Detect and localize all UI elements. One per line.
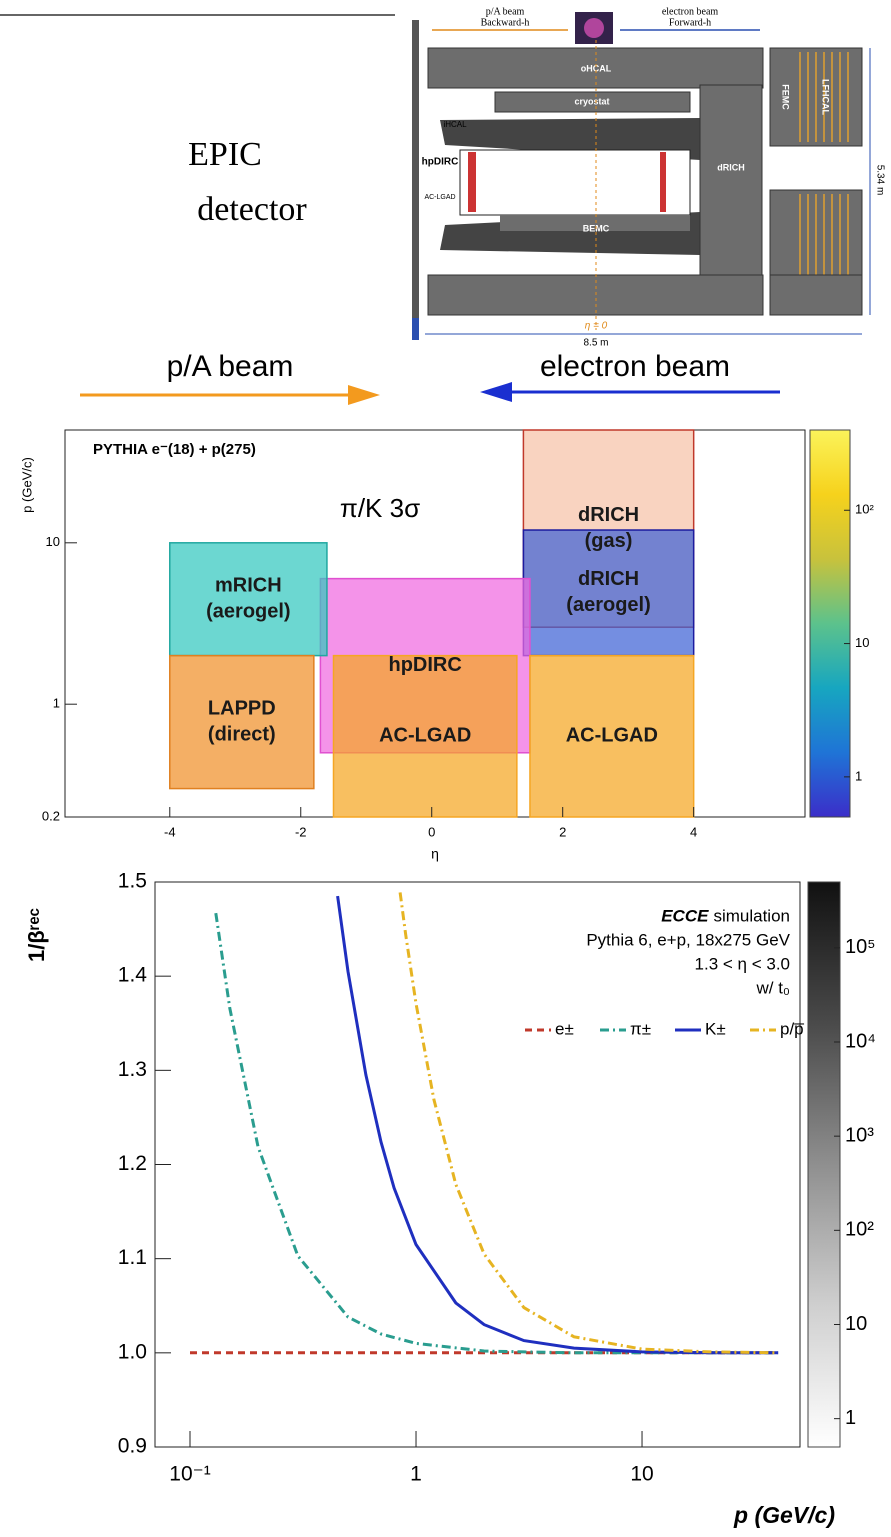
arrow bbox=[348, 385, 380, 405]
label: dRICH bbox=[717, 162, 745, 172]
colorbar bbox=[807, 881, 841, 1448]
legend-label: K± bbox=[705, 1019, 726, 1038]
beam-label: p/A beam bbox=[167, 350, 294, 383]
label: iHCAL bbox=[443, 120, 467, 129]
y-tick-label: 10 bbox=[46, 534, 60, 549]
detector-diagram: p/A beam Backward-h electron beam Forwar… bbox=[412, 6, 885, 349]
y-tick-label: 1.0 bbox=[118, 1340, 147, 1363]
legend-label: e± bbox=[555, 1019, 574, 1038]
event-image bbox=[584, 18, 604, 38]
region bbox=[332, 654, 518, 818]
x-axis-label: η bbox=[431, 846, 439, 862]
region-label: (direct) bbox=[208, 723, 276, 745]
region-label: hpDIRC bbox=[389, 654, 462, 676]
label: η = 0 bbox=[585, 321, 608, 332]
y-tick-label: 1.3 bbox=[118, 1058, 147, 1081]
x-tick-label: 4 bbox=[690, 824, 697, 839]
colorbar-tick-label: 10 bbox=[855, 635, 869, 650]
beam-label: electron beam bbox=[540, 350, 730, 383]
disc bbox=[468, 152, 476, 212]
region-label: AC-LGAD bbox=[566, 725, 658, 747]
curve bbox=[398, 892, 779, 1355]
region-label: (aerogel) bbox=[566, 594, 650, 616]
y-axis-label: 1/βʳᵉᶜ bbox=[24, 908, 49, 962]
label: electron beam bbox=[662, 6, 719, 17]
x-tick-label: -4 bbox=[164, 824, 176, 839]
legend-label: p/p̅ bbox=[780, 1019, 804, 1038]
label: cryostat bbox=[574, 96, 609, 106]
label: hpDIRC bbox=[422, 157, 459, 168]
title-line: EPIC bbox=[188, 136, 262, 173]
frame-bar bbox=[412, 20, 419, 340]
y-tick-label: 1.2 bbox=[118, 1152, 147, 1175]
y-tick-label: 1.5 bbox=[118, 870, 147, 893]
colorbar-tick-label: 10² bbox=[845, 1219, 874, 1241]
region-label: dRICH bbox=[578, 568, 639, 590]
y-tick-label: 1.1 bbox=[118, 1246, 147, 1269]
cryostat bbox=[494, 91, 691, 113]
colorbar-tick-label: 1 bbox=[845, 1407, 856, 1429]
ohcal bbox=[769, 274, 863, 316]
region bbox=[169, 654, 315, 790]
legend-label: π± bbox=[630, 1019, 651, 1038]
y-tick-label: 0.2 bbox=[42, 808, 60, 823]
label: 5.34 m bbox=[874, 165, 885, 196]
x-tick-label: 10⁻¹ bbox=[169, 1463, 210, 1486]
colorbar bbox=[809, 429, 851, 818]
x-tick-label: 2 bbox=[559, 824, 566, 839]
region-label: AC-LGAD bbox=[379, 725, 471, 747]
label: 8.5 m bbox=[583, 338, 608, 349]
label: LFHCAL bbox=[821, 79, 831, 115]
label: FEMC bbox=[781, 84, 791, 110]
bemc bbox=[500, 215, 690, 231]
region-label: mRICH bbox=[215, 574, 282, 596]
region bbox=[529, 654, 695, 818]
chart-title: PYTHIA e⁻(18) + p(275) bbox=[93, 441, 256, 458]
x-tick-label: 0 bbox=[428, 824, 435, 839]
label: AC-LGAD bbox=[424, 194, 455, 201]
arrow bbox=[480, 382, 512, 402]
colorbar-tick-label: 10 bbox=[845, 1313, 867, 1335]
x-axis-label: p (GeV/c) bbox=[733, 1502, 835, 1528]
disc bbox=[660, 152, 666, 212]
region bbox=[169, 542, 328, 657]
stripes bbox=[799, 52, 849, 281]
colorbar-tick-label: 10⁴ bbox=[845, 1030, 876, 1052]
y-tick-label: 1 bbox=[53, 696, 60, 711]
region-label: (aerogel) bbox=[206, 600, 290, 622]
label: Forward-h bbox=[669, 17, 711, 28]
y-tick-label: 0.9 bbox=[118, 1435, 147, 1458]
region-label: LAPPD bbox=[208, 697, 276, 719]
colorbar-tick-label: 10⁵ bbox=[845, 936, 876, 958]
label: Backward-h bbox=[481, 17, 530, 28]
tracker bbox=[459, 149, 691, 216]
y-axis-label: p (GeV/c) bbox=[19, 457, 34, 513]
curve bbox=[336, 895, 779, 1355]
title-line: detector bbox=[197, 191, 307, 228]
frame-bar bbox=[412, 318, 419, 340]
drich bbox=[699, 84, 763, 306]
y-tick-label: 1.4 bbox=[118, 964, 148, 987]
annotation: simulation bbox=[713, 906, 790, 925]
x-tick-label: 1 bbox=[410, 1463, 422, 1486]
colorbar-tick-label: 1 bbox=[855, 768, 862, 783]
experiment: ECCE bbox=[661, 906, 709, 925]
region-label: (gas) bbox=[585, 530, 633, 552]
colorbar-tick-label: 10² bbox=[855, 502, 874, 517]
annotation: π/K 3σ bbox=[340, 493, 420, 523]
x-tick-label: -2 bbox=[295, 824, 307, 839]
annotation: 1.3 < η < 3.0 bbox=[695, 954, 790, 973]
region bbox=[522, 529, 695, 657]
colorbar-tick-label: 10³ bbox=[845, 1124, 874, 1146]
annotation: Pythia 6, e+p, 18x275 GeV bbox=[586, 930, 790, 949]
region-label: dRICH bbox=[578, 504, 639, 526]
label: oHCAL bbox=[581, 63, 612, 73]
x-tick-label: 10 bbox=[630, 1463, 653, 1486]
annotation: w/ t₀ bbox=[755, 978, 790, 997]
label: p/A beam bbox=[486, 6, 525, 17]
